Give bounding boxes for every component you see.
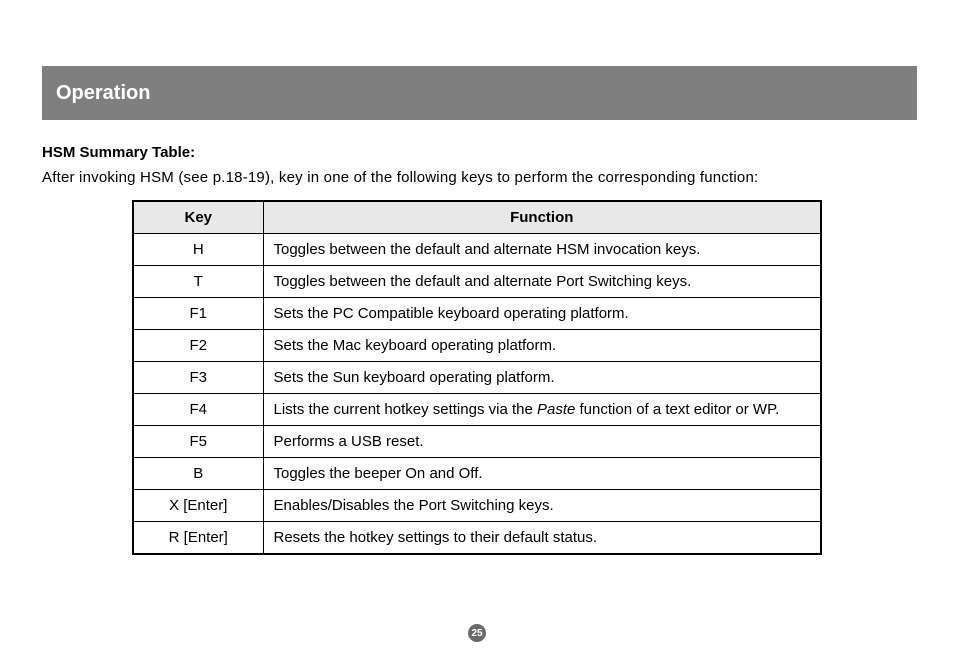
- key-cell: F4: [133, 394, 263, 426]
- key-cell: F3: [133, 362, 263, 394]
- func-text: Performs a USB reset.: [274, 433, 424, 450]
- table-row: F3 Sets the Sun keyboard operating platf…: [133, 362, 821, 394]
- section-subtitle: HSM Summary Table:: [42, 144, 912, 161]
- func-text: Toggles the beeper On and Off.: [274, 465, 483, 482]
- hsm-summary-table: Key Function H Toggles between the defau…: [132, 200, 822, 555]
- func-text: Sets the Sun keyboard operating platform…: [274, 369, 555, 386]
- key-cell: X [Enter]: [133, 490, 263, 522]
- key-cell: T: [133, 266, 263, 298]
- func-text: Toggles between the default and alternat…: [274, 273, 692, 290]
- func-cell: Enables/Disables the Port Switching keys…: [263, 490, 821, 522]
- col-header-function: Function: [263, 201, 821, 234]
- table-row: F2 Sets the Mac keyboard operating platf…: [133, 330, 821, 362]
- page-title: Operation: [56, 82, 150, 105]
- func-text: Toggles between the default and alternat…: [274, 241, 701, 258]
- func-italic: Paste: [537, 401, 575, 418]
- func-cell: Sets the Sun keyboard operating platform…: [263, 362, 821, 394]
- table-row: R [Enter] Resets the hotkey settings to …: [133, 522, 821, 555]
- table-header-row: Key Function: [133, 201, 821, 234]
- func-cell: Sets the Mac keyboard operating platform…: [263, 330, 821, 362]
- table-row: X [Enter] Enables/Disables the Port Swit…: [133, 490, 821, 522]
- func-cell: Sets the PC Compatible keyboard operatin…: [263, 298, 821, 330]
- table-row: F1 Sets the PC Compatible keyboard opera…: [133, 298, 821, 330]
- func-cell: Toggles the beeper On and Off.: [263, 458, 821, 490]
- hsm-table-wrap: Key Function H Toggles between the defau…: [132, 200, 822, 555]
- page-number-badge: 25: [468, 624, 486, 642]
- key-cell: F1: [133, 298, 263, 330]
- table-row: B Toggles the beeper On and Off.: [133, 458, 821, 490]
- func-cell: Performs a USB reset.: [263, 426, 821, 458]
- key-cell: B: [133, 458, 263, 490]
- content-area: HSM Summary Table: After invoking HSM (s…: [42, 144, 912, 555]
- key-cell: R [Enter]: [133, 522, 263, 555]
- table-row: F5 Performs a USB reset.: [133, 426, 821, 458]
- key-cell: H: [133, 234, 263, 266]
- func-post: function of a text editor or WP.: [575, 401, 779, 418]
- func-text: Sets the PC Compatible keyboard operatin…: [274, 305, 629, 322]
- section-intro: After invoking HSM (see p.18-19), key in…: [42, 169, 912, 186]
- func-cell: Lists the current hotkey settings via th…: [263, 394, 821, 426]
- func-text: Sets the Mac keyboard operating platform…: [274, 337, 557, 354]
- func-cell: Toggles between the default and alternat…: [263, 266, 821, 298]
- table-row: T Toggles between the default and altern…: [133, 266, 821, 298]
- col-header-key: Key: [133, 201, 263, 234]
- func-cell: Toggles between the default and alternat…: [263, 234, 821, 266]
- func-text: Lists the current hotkey settings via th…: [274, 401, 537, 418]
- func-text: Enables/Disables the Port Switching keys…: [274, 497, 554, 514]
- header-band: Operation: [42, 66, 917, 120]
- table-row: F4 Lists the current hotkey settings via…: [133, 394, 821, 426]
- key-cell: F5: [133, 426, 263, 458]
- page-number: 25: [471, 628, 482, 639]
- key-cell: F2: [133, 330, 263, 362]
- table-row: H Toggles between the default and altern…: [133, 234, 821, 266]
- func-text: Resets the hotkey settings to their defa…: [274, 529, 598, 546]
- func-cell: Resets the hotkey settings to their defa…: [263, 522, 821, 555]
